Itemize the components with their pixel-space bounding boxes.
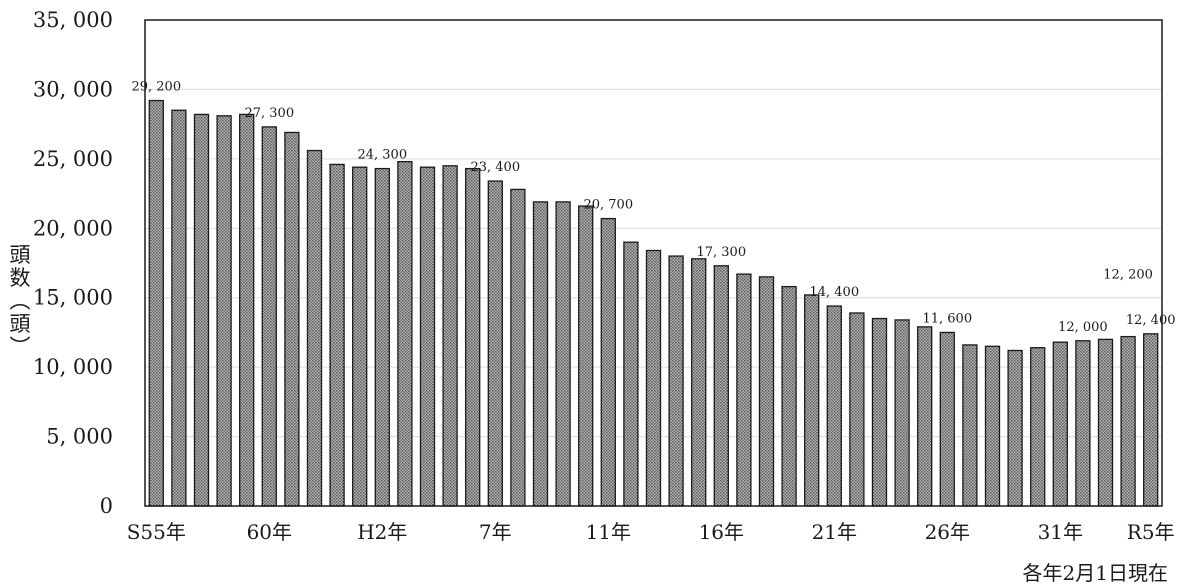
bar-H19年 [758, 276, 775, 507]
x-axis: S55年 60年 H2年 7年 11年 16年 21年 26年 31年 R5年 [127, 520, 1175, 544]
bar-H20年 [781, 285, 797, 507]
bar-H15年 [668, 255, 684, 507]
bars [148, 99, 1159, 507]
bar-S56年 [171, 109, 187, 507]
bar-R5年 [1120, 335, 1136, 507]
data-label: 12, 000 [1058, 320, 1108, 335]
bar-S58年 [216, 115, 232, 507]
bar-H13年 [623, 241, 639, 507]
data-label: 20, 700 [583, 198, 633, 213]
bar-H11年 [578, 205, 594, 507]
bar-undefined [1143, 333, 1159, 507]
bar-S62年 [306, 149, 323, 507]
bar-H31年 [1030, 347, 1046, 507]
y-label-char: ︶ [10, 335, 31, 359]
bar-H27年 [939, 331, 955, 507]
bar-H2年 [374, 167, 390, 507]
bar-H30年 [1007, 349, 1023, 507]
bar-H22年 [826, 305, 842, 507]
bar-7年 [487, 180, 503, 507]
bar-H23年 [849, 312, 865, 507]
bar-R3年 [1075, 340, 1091, 507]
y-label-char: 頭 [10, 243, 31, 267]
y-axis-label: 頭数︵頭︶ [10, 243, 31, 359]
bar-H9年 [532, 201, 549, 507]
x-tick-label: 21年 [812, 520, 857, 544]
bar-60年 [261, 126, 277, 507]
data-label: 12, 400 [1126, 313, 1176, 328]
bar-S61年 [284, 131, 300, 507]
x-tick-label: 60年 [247, 520, 292, 544]
bar-H25年 [894, 319, 910, 507]
y-tick-label: 0 [100, 494, 113, 518]
data-label: 17, 300 [696, 245, 746, 260]
data-labels: 29, 200 27, 300 24, 300 23, 400 20, 700 17, 3… [131, 80, 1175, 335]
y-axis: 0 5, 000 10, 000 15, 000 20, 000 25, 000 30, 0… [33, 8, 113, 518]
y-tick-label: 10, 000 [33, 355, 113, 379]
y-label-char: ︵ [10, 289, 31, 313]
plot-area-frame [144, 19, 1163, 507]
x-tick-label: H2年 [357, 520, 407, 544]
bar-H17年 [713, 265, 729, 507]
footnote: 各年2月1日現在 [1023, 561, 1168, 585]
x-tick-label: 26年 [925, 520, 970, 544]
x-tick-label: 7年 [479, 520, 512, 544]
bar-H18年 [736, 273, 752, 507]
bar-H21年 [804, 294, 820, 507]
bar-S63年 [329, 163, 345, 507]
bar-H5年 [442, 165, 458, 507]
bar-H29年 [984, 345, 1001, 507]
bar-H12年 [600, 217, 616, 507]
x-tick-label: R5年 [1127, 520, 1175, 544]
bar-H6年 [465, 167, 481, 507]
y-tick-label: 30, 000 [33, 77, 113, 101]
y-tick-label: 25, 000 [33, 147, 113, 171]
bar-R2年 [1052, 341, 1068, 507]
x-tick-label: S55年 [127, 520, 186, 544]
bar-H10年 [555, 201, 571, 507]
y-tick-label: 15, 000 [33, 286, 113, 310]
bar-H4年 [419, 166, 436, 507]
y-tick-label: 5, 000 [46, 425, 113, 449]
y-label-char: 数 [10, 266, 31, 290]
data-label: 29, 200 [131, 80, 181, 95]
x-tick-label: 16年 [699, 520, 744, 544]
bar-H14年 [645, 249, 662, 507]
y-tick-label: 20, 000 [33, 216, 113, 240]
bar-H28年 [962, 344, 978, 507]
data-label: 24, 300 [357, 148, 407, 163]
bar-H26年 [917, 326, 933, 507]
bar-S57年 [193, 113, 210, 507]
data-label: 12, 200 [1103, 268, 1153, 283]
data-label: 23, 400 [470, 160, 520, 175]
x-tick-label: 11年 [586, 520, 631, 544]
bar-H8年 [510, 188, 526, 507]
data-label: 14, 400 [809, 285, 859, 300]
data-label: 11, 600 [922, 311, 972, 326]
bar-S59年 [239, 113, 255, 507]
x-tick-label: 31年 [1038, 520, 1083, 544]
data-label: 27, 300 [244, 106, 294, 121]
bar-H24年 [871, 317, 888, 507]
y-label-char: 頭 [10, 312, 31, 336]
bar-H3年 [397, 160, 413, 507]
bar-S55年 [148, 99, 164, 507]
bar-H1年 [352, 166, 368, 507]
bar-R4年 [1097, 338, 1114, 507]
y-tick-label: 35, 000 [33, 8, 113, 32]
bar-H16年 [691, 258, 707, 507]
